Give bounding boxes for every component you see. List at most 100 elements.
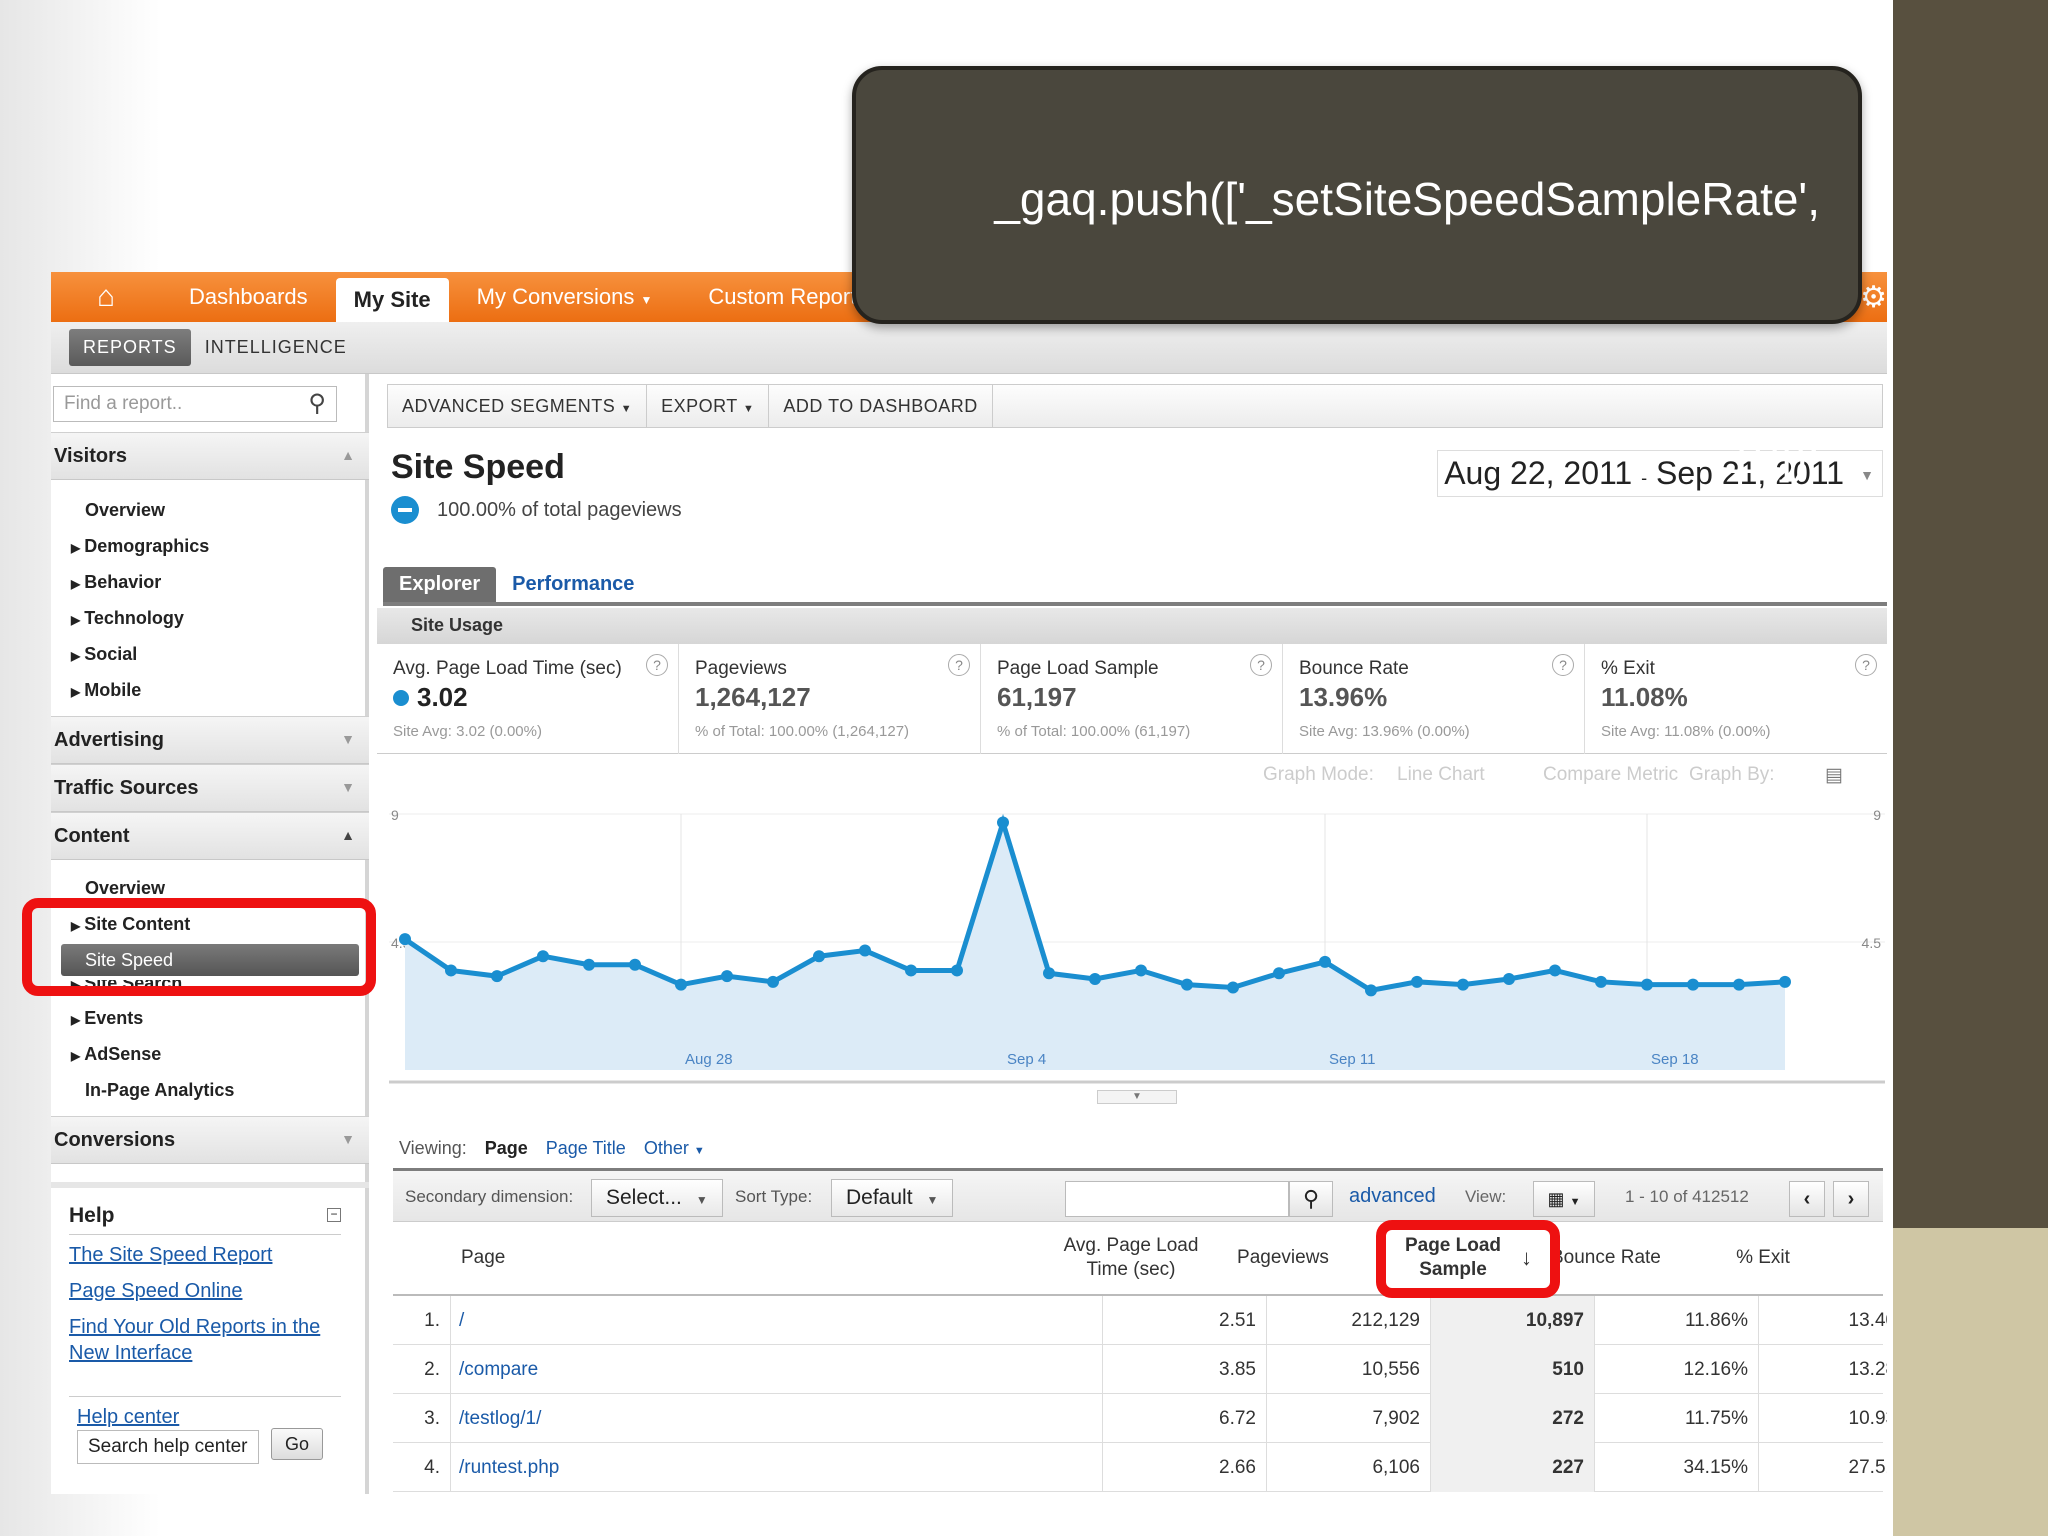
y-tick-label-right: 9 — [1873, 807, 1881, 823]
cell-load-time: 2.51 — [1103, 1296, 1267, 1345]
nav-dashboards[interactable]: Dashboards — [189, 284, 308, 309]
triangle-right-icon: ▶ — [71, 980, 81, 992]
date-range-picker[interactable]: Aug 22, 2011 - Sep 21, 2011 ▼ — [1437, 450, 1883, 497]
column-header-avg-load-time[interactable]: Avg. Page Load Time (sec) — [1063, 1235, 1199, 1280]
secondary-dimension-value: Select... — [606, 1186, 682, 1209]
sidebar-item-events[interactable]: ▶ Events — [51, 1002, 369, 1034]
section-conversions[interactable]: Conversions ▼ — [51, 1116, 369, 1164]
graph-mode-select[interactable]: Line Chart — [1397, 764, 1485, 785]
help-search-input[interactable]: Search help center — [77, 1430, 259, 1464]
table-row: 4. /runtest.php 2.66 6,106 227 34.15% 27… — [393, 1443, 1887, 1492]
chevron-down-icon: ▼ — [341, 779, 355, 795]
code-callout: _gaq.push(['_setSiteSpeedSampleRate', 10… — [852, 66, 1862, 483]
home-icon[interactable]: ⌂ — [96, 280, 116, 313]
sidebar-item-adsense[interactable]: ▶ AdSense — [51, 1038, 369, 1070]
help-icon[interactable]: ? — [646, 654, 668, 676]
column-header-exit[interactable]: % Exit — [1736, 1247, 1790, 1268]
nav-custom-reports[interactable]: Custom Reports — [708, 284, 868, 309]
page-link[interactable]: /runtest.php — [451, 1443, 1103, 1492]
metric-bounce-rate[interactable]: Bounce Rate 13.96% Site Avg: 13.96% (0.0… — [1283, 644, 1585, 754]
total-pageviews-note: 100.00% of total pageviews — [391, 496, 682, 524]
viewing-page-title[interactable]: Page Title — [545, 1138, 626, 1158]
site-usage-tab[interactable]: Site Usage — [377, 608, 1887, 644]
chart-resize-handle[interactable]: ▼ — [1097, 1090, 1177, 1104]
secondary-dimension-select[interactable]: Select... ▼ — [591, 1179, 723, 1217]
table-filter-input[interactable] — [1065, 1181, 1289, 1217]
tab-explorer[interactable]: Explorer — [383, 567, 497, 602]
viewing-other[interactable]: Other ▼ — [644, 1138, 705, 1159]
table-icon[interactable]: ▤ — [1825, 765, 1843, 786]
column-header-bounce-rate[interactable]: Bounce Rate — [1551, 1247, 1661, 1268]
sidebar-item-behavior[interactable]: ▶ Behavior — [51, 566, 369, 598]
tab-performance[interactable]: Performance — [512, 573, 635, 595]
compare-metric-select[interactable]: Compare Metric — [1543, 764, 1679, 785]
view-select[interactable]: ▦ ▼ — [1533, 1181, 1595, 1217]
metric-pageviews[interactable]: Pageviews 1,264,127 % of Total: 100.00% … — [679, 644, 981, 754]
collapse-icon[interactable]: − — [327, 1208, 341, 1222]
cell-exit: 13.40% — [1848, 1310, 1887, 1331]
help-link-site-speed-report[interactable]: The Site Speed Report — [69, 1244, 273, 1266]
sidebar-item-social[interactable]: ▶ Social — [51, 638, 369, 670]
nav-my-conversions[interactable]: My Conversions ▼ — [449, 272, 681, 322]
cell-pageviews: 7,902 — [1267, 1394, 1431, 1443]
section-advertising[interactable]: Advertising ▼ — [51, 716, 369, 764]
sidebar-item-mobile[interactable]: ▶ Mobile — [51, 674, 369, 706]
sidebar-item-in-page-analytics[interactable]: In-Page Analytics — [85, 1080, 235, 1100]
page-title: Site Speed — [391, 448, 565, 486]
help-icon[interactable]: ? — [948, 654, 970, 676]
date-separator: - — [1641, 468, 1648, 488]
next-page-button[interactable]: › — [1833, 1181, 1869, 1217]
cell-bounce-rate: 34.15% — [1595, 1443, 1759, 1492]
sidebar-item-technology[interactable]: ▶ Technology — [51, 602, 369, 634]
section-visitors[interactable]: Visitors ▲ — [51, 432, 369, 480]
metric-page-load-sample[interactable]: Page Load Sample 61,197 % of Total: 100.… — [981, 644, 1283, 754]
column-header-page-load-sample[interactable]: Page Load Sample — [1404, 1235, 1502, 1280]
sort-type-select[interactable]: Default ▼ — [831, 1179, 954, 1217]
help-icon[interactable]: ? — [1250, 654, 1272, 676]
tab-reports[interactable]: REPORTS — [69, 329, 191, 366]
cell-page-load-sample: 272 — [1431, 1394, 1595, 1443]
advanced-segments-button[interactable]: ADVANCED SEGMENTS ▼ — [388, 385, 648, 427]
metric-avg-load-time[interactable]: Avg. Page Load Time (sec) 3.02 Site Avg:… — [377, 644, 679, 754]
sort-descending-icon[interactable]: ↓ — [1521, 1245, 1532, 1270]
section-traffic-sources[interactable]: Traffic Sources ▼ — [51, 764, 369, 812]
column-header-pageviews[interactable]: Pageviews — [1237, 1247, 1329, 1268]
help-icon[interactable]: ? — [1854, 654, 1877, 676]
search-icon[interactable]: ⚲ — [308, 390, 326, 417]
help-go-button[interactable]: Go — [271, 1428, 323, 1460]
table-header: Page Avg. Page Load Time (sec) Pageviews… — [393, 1222, 1883, 1296]
slide-accent-bar-light — [1893, 1228, 2048, 1536]
page-link[interactable]: /compare — [451, 1345, 1103, 1394]
section-content[interactable]: Content ▲ — [51, 812, 369, 860]
sidebar-item-visitors-overview[interactable]: Overview — [85, 500, 166, 520]
help-icon[interactable]: ? — [1552, 654, 1574, 676]
add-to-dashboard-button[interactable]: ADD TO DASHBOARD — [769, 385, 993, 427]
help-center-link[interactable]: Help center — [77, 1406, 180, 1428]
help-link-page-speed-online[interactable]: Page Speed Online — [69, 1280, 243, 1302]
viewing-page[interactable]: Page — [484, 1138, 528, 1158]
viewing-selector: Viewing: Page Page Title Other ▼ — [399, 1138, 705, 1159]
graph-mode-label: Graph Mode: — [1263, 764, 1374, 785]
tab-intelligence[interactable]: INTELLIGENCE — [204, 337, 347, 357]
cell-pageviews: 212,129 — [1267, 1296, 1431, 1345]
sidebar-item-content-overview[interactable]: Overview — [85, 878, 166, 898]
sidebar-item-demographics[interactable]: ▶ Demographics — [51, 530, 369, 562]
sidebar-item-site-content[interactable]: ▶ Site Content — [51, 908, 369, 940]
data-point — [1549, 964, 1561, 977]
page-link[interactable]: / — [451, 1296, 1103, 1345]
page-link[interactable]: /testlog/1/ — [451, 1394, 1103, 1443]
nav-my-site[interactable]: My Site — [335, 278, 449, 322]
help-link-old-reports[interactable]: Find Your Old Reports in the New Interfa… — [69, 1316, 321, 1364]
column-header-page[interactable]: Page — [461, 1247, 506, 1268]
metric-sub: % of Total: 100.00% (1,264,127) — [695, 723, 910, 740]
advanced-filter-link[interactable]: advanced — [1349, 1185, 1436, 1207]
gear-icon[interactable]: ⚙ — [1860, 281, 1887, 314]
sidebar-item-site-speed[interactable]: Site Speed — [61, 944, 359, 976]
search-icon[interactable]: ⚲ — [1289, 1181, 1333, 1217]
export-button[interactable]: EXPORT ▼ — [647, 385, 770, 427]
find-report-input[interactable]: Find a report.. ⚲ — [53, 386, 337, 422]
sidebar-divider — [51, 1182, 369, 1188]
prev-page-button[interactable]: ‹ — [1789, 1181, 1825, 1217]
metric-value: 3.02 — [393, 682, 662, 713]
metric-exit[interactable]: % Exit 11.08% Site Avg: 11.08% (0.00%) ? — [1585, 644, 1887, 754]
